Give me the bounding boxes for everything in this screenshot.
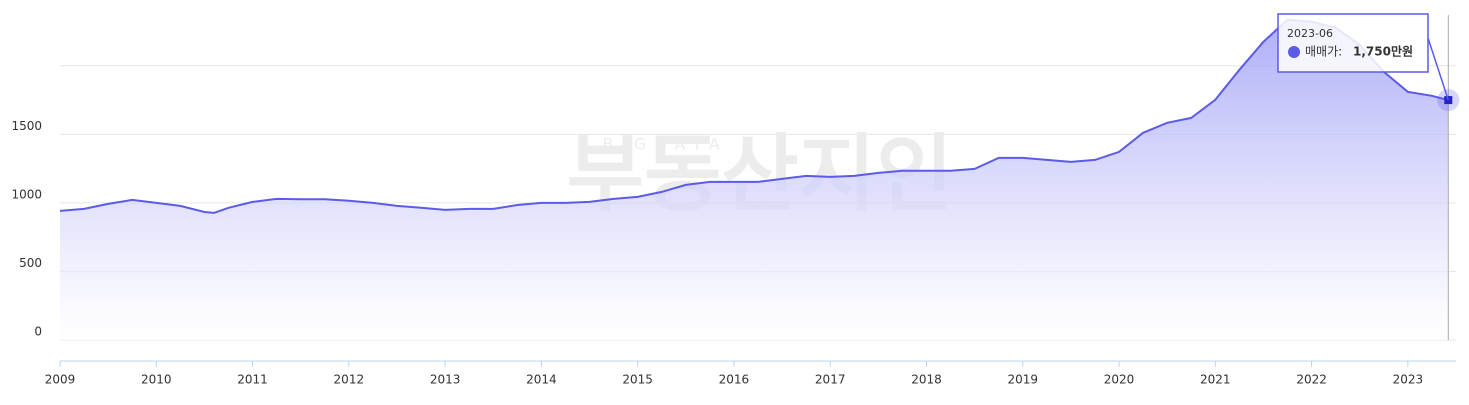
y-tick-label: 0 <box>34 325 42 339</box>
x-tick-label: 2019 <box>1007 373 1038 387</box>
x-tick-label: 2012 <box>334 373 365 387</box>
x-tick-label: 2020 <box>1104 373 1135 387</box>
x-tick-label: 2010 <box>141 373 172 387</box>
x-tick-label: 2021 <box>1200 373 1231 387</box>
y-tick-label: 1000 <box>11 187 42 201</box>
x-tick-label: 2009 <box>45 373 76 387</box>
tooltip-swatch <box>1288 46 1300 58</box>
tooltip-date: 2023-06 <box>1287 27 1333 40</box>
x-tick-label: 2016 <box>719 373 750 387</box>
tooltip <box>1277 13 1429 73</box>
line <box>59 18 1449 214</box>
y-tick-label: 500 <box>19 256 42 270</box>
x-tick-label: 2018 <box>911 373 942 387</box>
tooltip-connector <box>1427 37 1450 101</box>
area <box>60 19 1449 340</box>
x-tick-label: 2017 <box>815 373 846 387</box>
x-tick-label: 2013 <box>430 373 461 387</box>
x-tick-label: 2023 <box>1393 373 1424 387</box>
tooltip-value: 1,750만원 <box>1353 44 1413 59</box>
watermark-small: BIGDATA <box>602 135 727 154</box>
x-tick-label: 2014 <box>526 373 557 387</box>
x-tick-label: 2022 <box>1296 373 1327 387</box>
tooltip-label: 매매가: <box>1305 45 1342 59</box>
x-tick-label: 2011 <box>237 373 268 387</box>
x-tick-label: 2015 <box>622 373 653 387</box>
plot: 2023-06 매매가: 1,750만원 <box>59 13 1460 340</box>
y-tick-label: 1500 <box>11 119 42 133</box>
